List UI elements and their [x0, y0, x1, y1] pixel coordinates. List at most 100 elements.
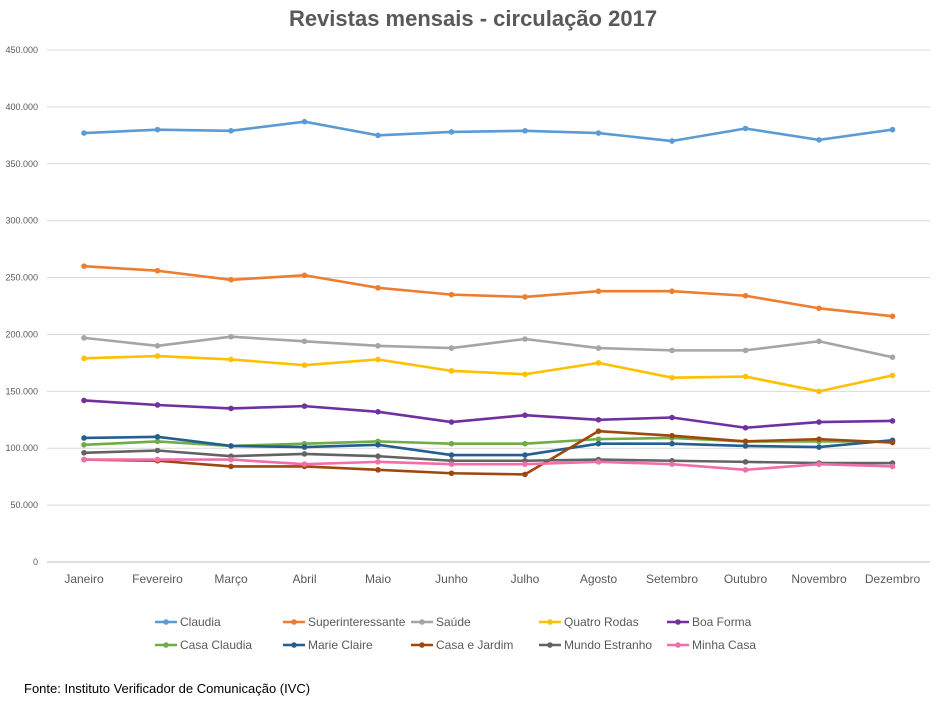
- legend-entry-label: Casa Claudia: [180, 638, 252, 652]
- data-point: [375, 442, 381, 448]
- data-point: [816, 461, 822, 467]
- data-point: [81, 263, 87, 269]
- data-point: [742, 467, 749, 473]
- data-point: [154, 447, 161, 454]
- series-line: [82, 264, 894, 318]
- data-point: [816, 305, 822, 312]
- legend-swatch-marker: [547, 642, 553, 648]
- data-point: [448, 470, 455, 477]
- data-point: [595, 440, 602, 447]
- data-point: [375, 356, 381, 363]
- source-note: Fonte: Instituto Verificador de Comunica…: [24, 681, 311, 696]
- data-point: [375, 132, 381, 139]
- data-point: [448, 452, 455, 458]
- data-point: [154, 438, 161, 445]
- data-point: [595, 360, 602, 366]
- data-point: [154, 343, 161, 349]
- data-point: [522, 452, 528, 458]
- data-point: [81, 435, 87, 441]
- series-line: [82, 449, 894, 465]
- data-point: [228, 333, 234, 340]
- data-point: [81, 456, 87, 463]
- legend-entry-label: Quatro Rodas: [564, 615, 639, 629]
- legend-swatch-marker: [419, 619, 425, 625]
- data-point: [375, 467, 381, 473]
- series-line: [82, 120, 894, 143]
- data-point: [816, 419, 822, 425]
- data-point: [522, 412, 528, 419]
- data-point: [375, 459, 381, 465]
- data-point: [448, 461, 455, 467]
- legend-entry-label: Boa Forma: [692, 615, 752, 629]
- data-point: [889, 372, 896, 379]
- legend-entry-label: Casa e Jardim: [436, 638, 513, 652]
- legend-entry-label: Mundo Estranho: [564, 638, 652, 652]
- legend-swatch-marker: [419, 642, 425, 648]
- data-point: [375, 343, 381, 349]
- data-point: [81, 335, 87, 341]
- data-point: [522, 336, 528, 342]
- data-point: [228, 463, 234, 470]
- data-point: [816, 338, 822, 345]
- series-line: [82, 399, 894, 430]
- data-point: [669, 374, 675, 381]
- data-point: [742, 438, 749, 445]
- data-point: [301, 444, 308, 450]
- data-point: [595, 288, 602, 295]
- data-point: [669, 288, 675, 295]
- y-tick-label: 150.000: [5, 386, 38, 396]
- data-point: [595, 436, 602, 442]
- data-point: [742, 125, 749, 132]
- legend-swatch-marker: [675, 619, 681, 625]
- data-point: [228, 127, 234, 134]
- data-point: [154, 434, 161, 440]
- legend-entry-label: Superinteressante: [308, 615, 406, 629]
- data-point: [154, 456, 161, 463]
- y-tick-label: 300.000: [5, 216, 38, 226]
- series-line: [82, 435, 894, 457]
- data-point: [301, 451, 308, 457]
- y-tick-label: 50.000: [10, 500, 38, 510]
- y-tick-label: 0: [33, 557, 38, 567]
- data-point: [375, 284, 381, 291]
- data-point: [669, 440, 675, 447]
- x-tick-label: Agosto: [580, 572, 618, 586]
- legend-swatch-marker: [163, 642, 169, 648]
- data-point: [742, 459, 749, 465]
- x-tick-label: Junho: [435, 572, 468, 586]
- data-point: [595, 345, 602, 351]
- data-point: [742, 424, 749, 431]
- data-point: [301, 338, 308, 345]
- x-tick-label: Janeiro: [64, 572, 104, 586]
- y-tick-label: 400.000: [5, 102, 38, 112]
- x-tick-label: Dezembro: [865, 572, 921, 586]
- data-point: [669, 138, 675, 144]
- data-point: [889, 354, 896, 361]
- x-tick-label: Abril: [292, 572, 316, 586]
- x-tick-label: Novembro: [791, 572, 847, 586]
- data-point: [816, 444, 822, 450]
- data-point: [301, 362, 308, 368]
- data-point: [595, 428, 602, 434]
- data-point: [669, 461, 675, 467]
- data-point: [228, 456, 234, 463]
- data-point: [522, 371, 528, 378]
- data-point: [448, 368, 455, 374]
- data-point: [228, 443, 234, 449]
- data-point: [228, 277, 234, 283]
- legend-entry-label: Saúde: [436, 615, 471, 629]
- data-point: [522, 294, 528, 300]
- data-point: [81, 130, 87, 136]
- legend-entry-label: Claudia: [180, 615, 221, 629]
- data-point: [154, 267, 161, 274]
- data-point: [301, 403, 308, 409]
- series-line: [82, 335, 894, 359]
- data-point: [375, 409, 381, 415]
- data-point: [522, 471, 528, 478]
- data-point: [742, 347, 749, 354]
- data-point: [522, 440, 528, 447]
- data-point: [448, 291, 455, 298]
- legend-swatch-marker: [675, 642, 681, 648]
- data-point: [81, 397, 87, 404]
- data-point: [448, 129, 455, 135]
